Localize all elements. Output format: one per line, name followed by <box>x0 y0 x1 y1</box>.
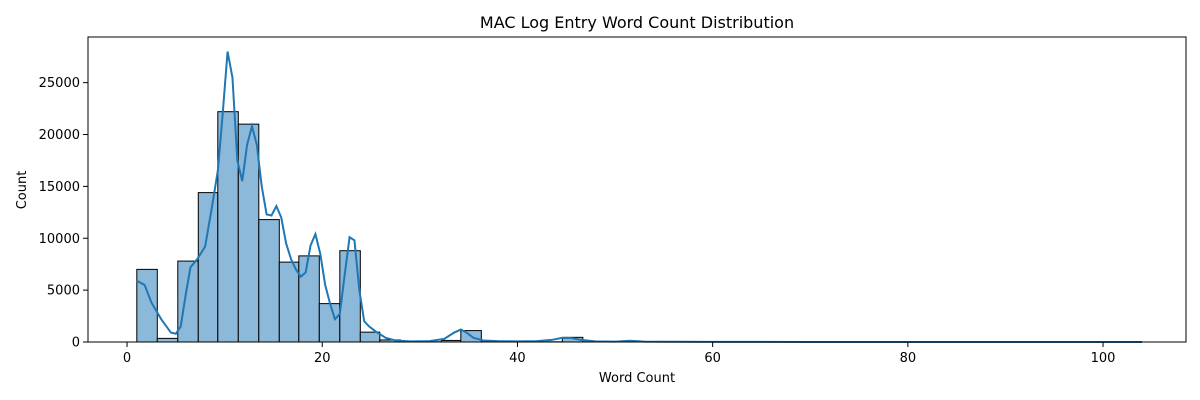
y-axis: 0 5000 10000 15000 20000 25000 <box>39 76 88 351</box>
y-tick-label: 0 <box>72 336 80 351</box>
bars-layer <box>136 111 665 343</box>
histogram-bar <box>258 219 280 343</box>
y-tick-label: 20000 <box>39 128 80 143</box>
x-tick-label: 80 <box>900 351 917 366</box>
x-tick-label: 0 <box>123 351 131 366</box>
y-axis-title: Count <box>15 171 30 210</box>
x-axis: 0 20 40 60 80 100 <box>123 342 1116 366</box>
x-tick-label: 20 <box>314 351 331 366</box>
x-axis-title: Word Count <box>599 371 675 386</box>
kde-line <box>136 51 1143 343</box>
y-tick-label: 5000 <box>47 284 80 299</box>
x-tick-label: 60 <box>704 351 721 366</box>
histogram-bar <box>359 331 381 343</box>
histogram-bar <box>197 192 219 343</box>
histogram-bar <box>177 260 199 343</box>
histogram-bar <box>278 261 300 343</box>
x-tick-label: 40 <box>509 351 526 366</box>
histogram-bar <box>318 303 341 343</box>
histogram-bar <box>298 255 320 343</box>
histogram-bar <box>156 337 179 343</box>
chart-title: MAC Log Entry Word Count Distribution <box>480 13 794 32</box>
x-tick-label: 100 <box>1091 351 1116 366</box>
y-tick-label: 15000 <box>39 180 80 195</box>
y-tick-label: 10000 <box>39 232 80 247</box>
histogram-bar <box>237 123 260 343</box>
plot-frame <box>87 36 1187 343</box>
y-tick-label: 25000 <box>39 76 80 91</box>
